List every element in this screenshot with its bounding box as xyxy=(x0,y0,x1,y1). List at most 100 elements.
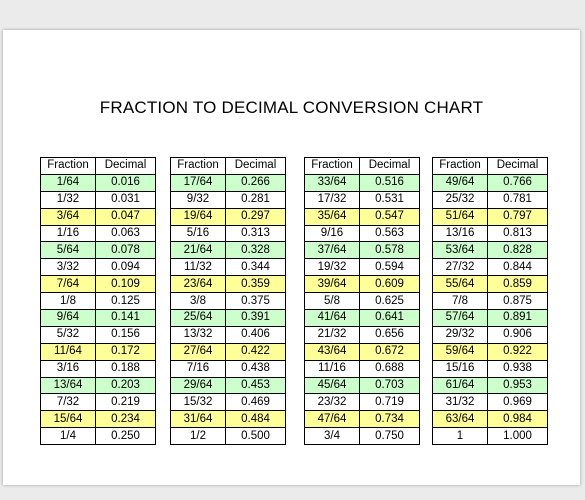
fraction-cell: 45/64 xyxy=(304,376,360,395)
decimal-cell: 0.344 xyxy=(225,258,286,277)
fraction-cell: 13/32 xyxy=(170,325,226,344)
table-row: 15/16 0.938 xyxy=(432,359,548,378)
table-row: 3/64 0.047 xyxy=(40,207,156,226)
table-row: 49/64 0.766 xyxy=(432,173,548,192)
table-row: 59/64 0.922 xyxy=(432,342,548,361)
table-row: 11/16 0.688 xyxy=(304,359,420,378)
decimal-cell: 0.172 xyxy=(95,342,156,361)
header-row: Fraction Decimal xyxy=(304,157,420,175)
table-row: 1/8 0.125 xyxy=(40,292,156,311)
fraction-cell: 35/64 xyxy=(304,207,360,226)
decimal-cell: 0.828 xyxy=(487,241,548,260)
fraction-cell: 11/32 xyxy=(170,258,226,277)
decimal-cell: 0.797 xyxy=(487,207,548,226)
table-row: 29/64 0.453 xyxy=(170,376,286,395)
fraction-cell: 11/16 xyxy=(304,359,360,378)
decimal-header: Decimal xyxy=(225,157,286,175)
table-row: 41/64 0.641 xyxy=(304,309,420,327)
fraction-cell: 11/64 xyxy=(40,342,96,361)
decimal-cell: 0.688 xyxy=(359,359,420,378)
table-row: 27/64 0.422 xyxy=(170,342,286,361)
table-row: 7/64 0.109 xyxy=(40,275,156,294)
header-row: Fraction Decimal xyxy=(170,157,286,175)
table-row: 11/32 0.344 xyxy=(170,258,286,277)
fraction-cell: 9/64 xyxy=(40,309,96,327)
table-row: 7/32 0.219 xyxy=(40,393,156,412)
fraction-cell: 21/32 xyxy=(304,325,360,344)
decimal-cell: 0.891 xyxy=(487,309,548,327)
decimal-cell: 0.953 xyxy=(487,376,548,395)
header-row: Fraction Decimal xyxy=(40,157,156,175)
decimal-cell: 0.563 xyxy=(359,224,420,243)
fraction-cell: 5/16 xyxy=(170,224,226,243)
conversion-tables: Fraction Decimal 1/64 0.016 1/32 0.031 3/64 0.0… xyxy=(40,157,550,446)
decimal-cell: 0.719 xyxy=(359,393,420,412)
table-row: 21/32 0.656 xyxy=(304,325,420,344)
decimal-cell: 0.141 xyxy=(95,309,156,327)
decimal-cell: 0.359 xyxy=(225,275,286,294)
decimal-cell: 0.438 xyxy=(225,359,286,378)
fraction-cell: 7/8 xyxy=(432,292,488,311)
fraction-cell: 43/64 xyxy=(304,342,360,361)
conversion-table-3: Fraction Decimal 33/64 0.516 17/32 0.531 35/64… xyxy=(304,157,420,446)
fraction-cell: 1/8 xyxy=(40,292,96,311)
decimal-cell: 0.875 xyxy=(487,292,548,311)
decimal-header: Decimal xyxy=(487,157,548,175)
table-row: 17/32 0.531 xyxy=(304,190,420,209)
decimal-cell: 0.625 xyxy=(359,292,420,311)
decimal-cell: 0.219 xyxy=(95,393,156,412)
table-row: 13/64 0.203 xyxy=(40,376,156,395)
table-row: 3/32 0.094 xyxy=(40,258,156,277)
fraction-cell: 27/64 xyxy=(170,342,226,361)
decimal-cell: 0.547 xyxy=(359,207,420,226)
decimal-cell: 0.938 xyxy=(487,359,548,378)
table-row: 9/16 0.563 xyxy=(304,224,420,243)
table-row: 3/4 0.750 xyxy=(304,427,420,446)
decimal-cell: 0.641 xyxy=(359,309,420,327)
decimal-cell: 0.250 xyxy=(95,427,156,446)
decimal-cell: 0.594 xyxy=(359,258,420,277)
decimal-cell: 0.469 xyxy=(225,393,286,412)
decimal-cell: 0.859 xyxy=(487,275,548,294)
decimal-cell: 0.656 xyxy=(359,325,420,344)
fraction-cell: 33/64 xyxy=(304,173,360,192)
fraction-cell: 5/64 xyxy=(40,241,96,260)
decimal-cell: 0.984 xyxy=(487,410,548,429)
fraction-cell: 7/32 xyxy=(40,393,96,412)
fraction-cell: 1/16 xyxy=(40,224,96,243)
fraction-cell: 31/32 xyxy=(432,393,488,412)
fraction-header: Fraction xyxy=(304,157,360,175)
fraction-cell: 7/64 xyxy=(40,275,96,294)
table-row: 15/64 0.234 xyxy=(40,410,156,429)
fraction-cell: 13/64 xyxy=(40,376,96,395)
decimal-cell: 0.078 xyxy=(95,241,156,260)
table-row: 23/64 0.359 xyxy=(170,275,286,294)
table-row: 23/32 0.719 xyxy=(304,393,420,412)
table-row: 5/64 0.078 xyxy=(40,241,156,260)
fraction-cell: 13/16 xyxy=(432,224,488,243)
fraction-cell: 29/64 xyxy=(170,376,226,395)
table-row: 3/16 0.188 xyxy=(40,359,156,378)
decimal-cell: 0.500 xyxy=(225,427,286,446)
table-row: 35/64 0.547 xyxy=(304,207,420,226)
decimal-cell: 0.188 xyxy=(95,359,156,378)
fraction-cell: 23/64 xyxy=(170,275,226,294)
decimal-cell: 0.406 xyxy=(225,325,286,344)
decimal-header: Decimal xyxy=(359,157,420,175)
table-row: 57/64 0.891 xyxy=(432,309,548,327)
table-row: 47/64 0.734 xyxy=(304,410,420,429)
table-row: 31/64 0.484 xyxy=(170,410,286,429)
table-row: 9/64 0.141 xyxy=(40,309,156,327)
conversion-table-4: Fraction Decimal 49/64 0.766 25/32 0.781 51/64… xyxy=(432,157,548,446)
decimal-cell: 0.234 xyxy=(95,410,156,429)
decimal-cell: 0.422 xyxy=(225,342,286,361)
decimal-cell: 0.578 xyxy=(359,241,420,260)
table-row: 1/4 0.250 xyxy=(40,427,156,446)
fraction-cell: 15/16 xyxy=(432,359,488,378)
fraction-cell: 17/32 xyxy=(304,190,360,209)
decimal-cell: 0.313 xyxy=(225,224,286,243)
fraction-cell: 23/32 xyxy=(304,393,360,412)
fraction-cell: 3/64 xyxy=(40,207,96,226)
chart-title: FRACTION TO DECIMAL CONVERSION CHART xyxy=(99,98,484,117)
table-row: 5/16 0.313 xyxy=(170,224,286,243)
